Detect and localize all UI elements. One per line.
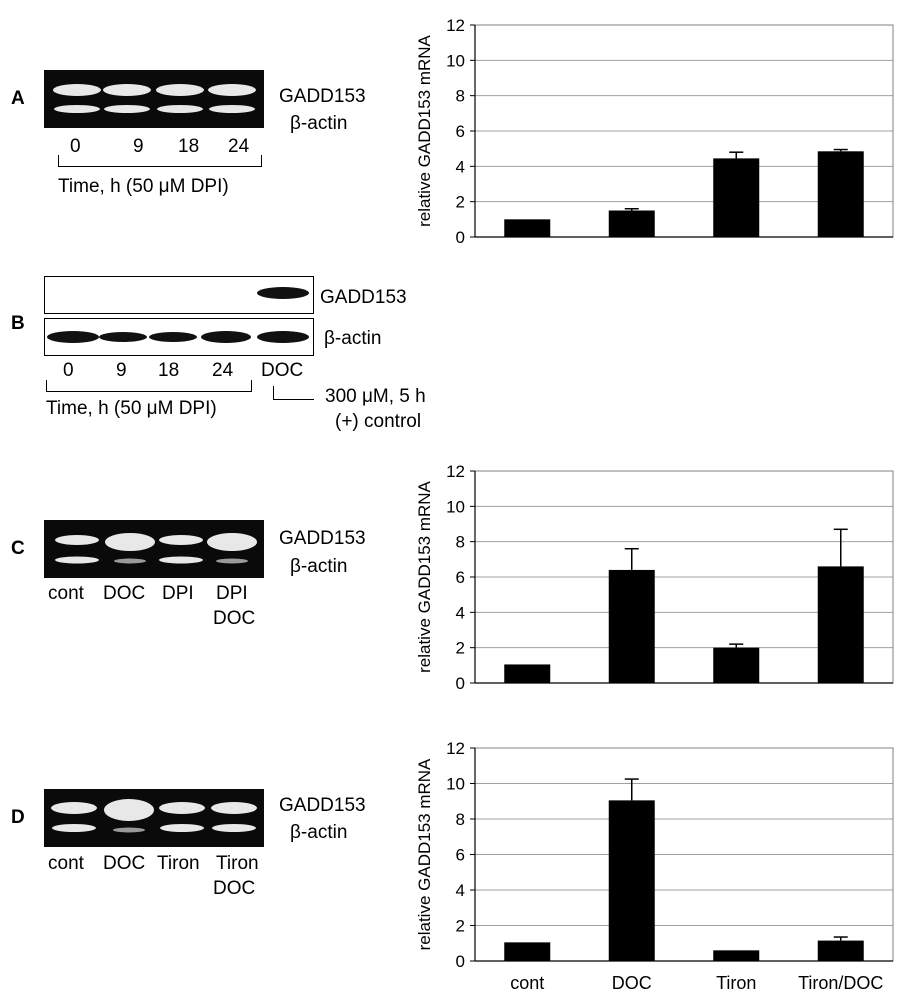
bar [817, 566, 864, 683]
panel-letter-d: D [11, 807, 25, 828]
x-tick-label: DOC [612, 973, 652, 993]
y-tick-label: 10 [446, 51, 465, 70]
lane-label-b-4: 24 [212, 360, 234, 381]
bar [504, 219, 551, 237]
lane-label-a-4: 24 [228, 136, 250, 157]
band-label-actin-d: β-actin [290, 822, 348, 843]
y-tick-label: 6 [456, 846, 465, 865]
lane-label-b-3: 18 [158, 360, 180, 381]
panel-letter-b: B [11, 313, 25, 334]
lane-label-c-4: DPI [216, 583, 248, 604]
western-blot-actin-b [44, 318, 314, 356]
y-tick-label: 0 [456, 674, 465, 693]
band-label-gadd153-d: GADD153 [279, 795, 366, 816]
y-tick-label: 4 [456, 157, 465, 176]
wb-bands-actin-b [47, 331, 309, 343]
bar [713, 950, 760, 961]
lane-label-c-1: cont [48, 583, 84, 604]
bar [817, 940, 864, 961]
y-tick-label: 6 [456, 568, 465, 587]
control-label-b-2: (+) control [335, 411, 422, 432]
y-tick-label: 8 [456, 810, 465, 829]
gel-image-a [44, 70, 264, 128]
lane-label-a-1: 0 [70, 136, 81, 157]
y-tick-label: 10 [446, 775, 465, 794]
y-axis-label: relative GADD153 mRNA [415, 758, 434, 950]
y-tick-label: 10 [446, 497, 465, 516]
y-tick-label: 2 [456, 917, 465, 936]
lane-label-d-5: DOC [213, 878, 256, 899]
bar-chart-c: 0 2 4 6 8 10 12 relative GADD153 mRNA [415, 462, 894, 693]
bar [608, 569, 655, 683]
gel-bands-c [55, 533, 257, 564]
y-tick-label: 8 [456, 533, 465, 552]
lane-label-b-1: 0 [63, 360, 74, 381]
time-bracket-a [58, 155, 262, 167]
y-tick-label: 8 [456, 87, 465, 106]
band-label-actin-c: β-actin [290, 556, 348, 577]
y-tick-label: 0 [456, 952, 465, 971]
band-label-gadd153-a: GADD153 [279, 86, 366, 107]
y-tick-label: 4 [456, 603, 465, 622]
y-tick-label: 12 [446, 462, 465, 481]
bar [504, 664, 551, 683]
lane-label-d-1: cont [48, 853, 84, 874]
bar [608, 800, 655, 961]
lane-label-c-3: DPI [162, 583, 194, 604]
time-label-a: Time, h (50 μM DPI) [58, 176, 229, 197]
band-label-gadd153-c: GADD153 [279, 528, 366, 549]
lane-label-d-3: Tiron [157, 853, 200, 874]
y-tick-label: 6 [456, 122, 465, 141]
lane-label-d-4: Tiron [216, 853, 259, 874]
gel-bands-d [51, 799, 257, 833]
bar [608, 210, 655, 237]
lane-label-c-5: DOC [213, 608, 256, 629]
panel-letter-a: A [11, 88, 25, 109]
gel-image-d [44, 789, 264, 847]
lane-label-a-3: 18 [178, 136, 200, 157]
band-label-actin-b: β-actin [324, 328, 382, 349]
control-label-b-1: 300 μM, 5 h [325, 386, 426, 407]
y-tick-label: 4 [456, 881, 465, 900]
gel-bands-a [53, 84, 256, 113]
x-tick-label: Tiron [716, 973, 756, 993]
time-label-b: Time, h (50 μM DPI) [46, 398, 217, 419]
x-tick-label: Tiron/DOC [798, 973, 883, 993]
lane-label-b-5: DOC [261, 360, 304, 381]
lane-label-d-2: DOC [103, 853, 146, 874]
y-tick-label: 12 [446, 16, 465, 35]
bar-chart-d: 0 2 4 6 8 10 12 relative GADD153 mRNA cont DOC Tir… [415, 739, 894, 993]
y-tick-label: 2 [456, 639, 465, 658]
gel-image-c [44, 520, 264, 578]
bar [713, 647, 760, 683]
panel-letter-c: C [11, 538, 25, 559]
control-bracket-b [273, 386, 314, 400]
band-label-gadd153-b: GADD153 [320, 287, 407, 308]
bar [817, 151, 864, 237]
lane-label-a-2: 9 [133, 136, 144, 157]
y-tick-label: 2 [456, 193, 465, 212]
bar [713, 158, 760, 237]
y-tick-label: 0 [456, 228, 465, 247]
western-blot-gadd153-b [44, 276, 314, 314]
wb-bands-gadd153-b [257, 287, 309, 299]
y-axis-label: relative GADD153 mRNA [415, 480, 434, 672]
bar-chart-a: 0 2 4 6 8 10 12 relative GADD153 mRNA [415, 16, 894, 247]
band-label-actin-a: β-actin [290, 113, 348, 134]
bar [504, 942, 551, 961]
lane-label-b-2: 9 [116, 360, 127, 381]
y-tick-label: 12 [446, 739, 465, 758]
time-bracket-b [46, 380, 252, 392]
lane-label-c-2: DOC [103, 583, 146, 604]
y-axis-label: relative GADD153 mRNA [415, 34, 434, 226]
x-tick-label: cont [510, 973, 544, 993]
